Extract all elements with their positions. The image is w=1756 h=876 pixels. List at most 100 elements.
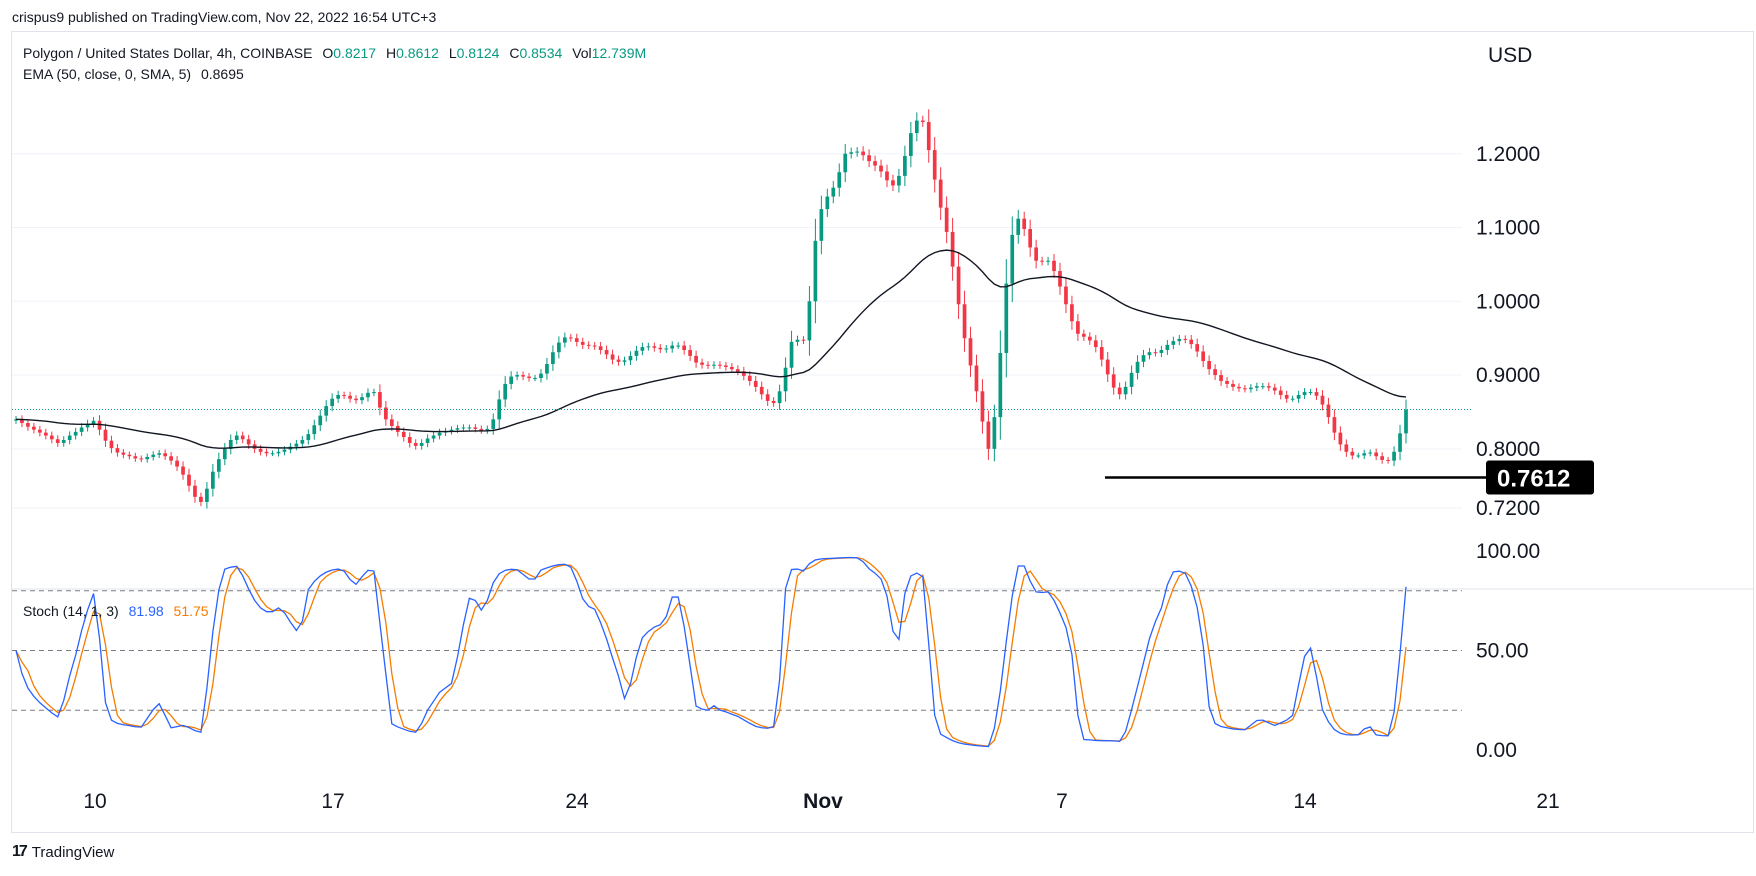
- candle-body: [461, 427, 466, 429]
- candle-body: [1344, 444, 1349, 452]
- candle-body: [789, 341, 794, 368]
- ema-label: EMA (50, close, 0, SMA, 5): [23, 66, 192, 82]
- brand-name: TradingView: [31, 843, 115, 861]
- footer-brand[interactable]: 17 TradingView: [12, 843, 114, 861]
- candle-body: [759, 386, 764, 395]
- candle-body: [843, 153, 848, 173]
- candle-body: [169, 456, 173, 461]
- candle-body: [163, 453, 167, 457]
- candle-body: [133, 456, 138, 459]
- candle-body: [425, 438, 430, 443]
- candle-body: [610, 354, 615, 360]
- candle-body: [1225, 380, 1229, 384]
- candle-body: [258, 448, 263, 452]
- open-label: O: [322, 45, 334, 61]
- candle-body: [1099, 347, 1104, 360]
- candle-body: [622, 360, 627, 362]
- candle-body: [783, 367, 788, 392]
- candle-body: [1326, 404, 1331, 418]
- candle-body: [1332, 417, 1337, 433]
- publisher-note: crispus9 published on TradingView.com, N…: [12, 9, 437, 25]
- candle-body: [938, 179, 943, 208]
- candle-body: [897, 175, 901, 186]
- high-label: H: [385, 45, 397, 61]
- price-axis: 1.2000 1.1000 1.0000 0.9000 0.8000 0.7200: [1476, 143, 1540, 520]
- candle-body: [825, 196, 830, 210]
- candle-body: [968, 338, 973, 366]
- candle-body: [1117, 387, 1122, 395]
- candle-body: [580, 341, 585, 345]
- candle-body: [270, 453, 275, 455]
- candle-body: [1356, 455, 1361, 457]
- candle-body: [998, 352, 1003, 418]
- candle-body: [634, 350, 639, 356]
- stoch-axis: 100.00 50.00 0.00: [1476, 540, 1540, 762]
- candle-body: [1380, 456, 1384, 460]
- candle-body: [276, 451, 281, 454]
- candle-body: [658, 347, 663, 350]
- candle-body: [1016, 218, 1021, 235]
- candle-body: [867, 155, 871, 162]
- candle-body: [372, 392, 376, 394]
- candle-body: [1028, 229, 1033, 248]
- candle-body: [1004, 283, 1009, 353]
- price-axis-unit: USD: [1488, 44, 1532, 67]
- candle-body: [1374, 452, 1379, 457]
- candle-body: [85, 423, 90, 428]
- low-label: L: [448, 45, 457, 61]
- candle-body: [282, 449, 287, 452]
- volume-label: Vol: [572, 45, 592, 61]
- candle-body: [187, 474, 191, 486]
- candle-body: [193, 485, 197, 497]
- volume-value: 12.739M: [591, 45, 647, 61]
- candle-body: [20, 419, 24, 424]
- candle-body: [992, 417, 997, 449]
- price-tick-label: 0.9000: [1476, 364, 1540, 387]
- candle-body: [151, 454, 156, 457]
- candle-body: [324, 406, 329, 416]
- candle-body: [914, 120, 919, 134]
- candle-body: [473, 427, 478, 429]
- candle-body: [700, 362, 704, 365]
- candle-body: [664, 348, 669, 350]
- stoch-tick-label: 100.00: [1476, 540, 1540, 563]
- candle-body: [485, 428, 490, 431]
- candle-body: [246, 439, 251, 445]
- candle-body: [962, 304, 967, 339]
- candle-body: [1189, 339, 1194, 345]
- candle-body: [568, 337, 573, 339]
- candle-body: [1314, 392, 1319, 396]
- candle-body: [1368, 452, 1373, 454]
- candle-body: [1070, 304, 1074, 322]
- close-value: 0.8534: [519, 45, 563, 61]
- candle-body: [1040, 260, 1044, 262]
- candle-body: [1308, 392, 1313, 394]
- time-tick-label: 17: [321, 790, 344, 813]
- candle-body: [336, 395, 340, 399]
- candle-body: [49, 435, 54, 440]
- candle-body: [640, 347, 645, 351]
- candle-body: [1153, 352, 1158, 354]
- candle-body: [109, 440, 114, 449]
- chart-frame: [11, 31, 1754, 833]
- symbol-legend: Polygon / United States Dollar, 4h, COIN…: [23, 45, 652, 61]
- candle-body: [909, 133, 913, 156]
- high-value: 0.8612: [396, 45, 439, 61]
- candle-body: [515, 375, 519, 377]
- candle-body: [509, 376, 513, 384]
- candle-body: [557, 342, 561, 353]
- candle-body: [1272, 387, 1277, 391]
- candle-body: [401, 431, 406, 438]
- candle-body: [891, 180, 895, 186]
- candle-body: [950, 231, 955, 267]
- candle-body: [604, 350, 609, 355]
- time-tick-label: 10: [83, 790, 106, 813]
- candle-body: [43, 432, 48, 436]
- candle-body: [294, 443, 299, 447]
- price-tick-label: 1.1000: [1476, 217, 1540, 240]
- time-tick-label: 24: [565, 790, 589, 813]
- time-tick-label: 7: [1056, 790, 1068, 813]
- stoch-bands: [12, 590, 1462, 711]
- stoch-tick-label: 0.00: [1476, 739, 1517, 762]
